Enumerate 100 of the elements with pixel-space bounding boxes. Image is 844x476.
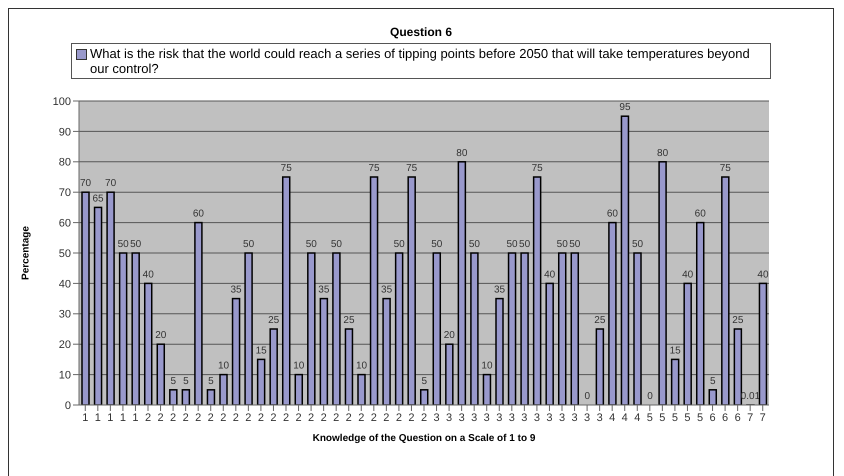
data-label: 50 [632,239,644,250]
x-tick-label: 2 [295,412,302,424]
x-tick-label: 4 [609,412,616,424]
data-label: 40 [757,269,769,280]
data-label: 5 [208,376,214,387]
y-tick-label: 20 [58,339,71,352]
data-label: 80 [456,148,468,159]
data-label: 75 [368,163,380,174]
x-tick-label: 1 [82,412,88,424]
data-label: 5 [183,376,190,387]
x-tick-label: 1 [132,412,139,424]
data-label: 10 [218,360,230,372]
data-label: 40 [142,269,154,280]
data-label: 25 [268,315,280,326]
data-label: 60 [694,208,706,220]
data-label: 5 [421,376,428,387]
data-label: 35 [230,284,242,296]
x-tick-label: 3 [534,412,540,424]
y-tick-label: 90 [58,126,71,138]
x-tick-label: 2 [208,412,214,424]
x-tick-label: 3 [508,412,515,424]
y-tick-label: 30 [58,308,71,321]
data-label: 25 [732,315,744,326]
data-label: 95 [619,102,631,114]
data-label: 60 [606,208,618,220]
data-label: 15 [670,345,682,356]
data-label: 70 [80,178,92,190]
data-label: 50 [569,239,581,250]
x-tick-label: 5 [672,412,678,424]
x-tick-label: 3 [471,412,478,424]
data-label: 40 [682,269,694,280]
x-tick-label: 6 [734,412,741,424]
data-label: 75 [406,163,418,174]
x-tick-label: 4 [634,412,640,424]
x-tick-label: 2 [144,412,152,424]
y-tick-label: 60 [58,218,71,230]
x-tick-label: 2 [370,412,377,424]
data-label: 50 [394,239,406,250]
x-tick-label: 2 [157,412,164,424]
x-tick-label: 2 [396,412,402,424]
x-tick-label: 5 [659,412,666,424]
x-tick-label: 6 [722,412,728,424]
x-tick-label: 1 [94,412,101,424]
data-label: 75 [532,163,544,174]
y-tick-label: 0 [64,400,71,412]
x-tick-label: 1 [107,412,114,424]
data-label: 50 [118,239,130,250]
data-label: 10 [481,360,493,372]
y-tick-label: 70 [58,187,71,200]
y-tick-label: 50 [58,248,71,260]
x-tick-label: 3 [484,412,490,424]
x-tick-label: 2 [195,412,202,424]
data-label: 60 [192,208,204,220]
data-label: 25 [594,315,606,326]
x-tick-label: 5 [646,412,653,424]
x-tick-label: 2 [420,412,428,424]
x-tick-label: 3 [584,412,590,424]
data-label: 50 [130,239,142,250]
chart-title: Question 6 [388,25,453,39]
x-tick-label: 2 [182,412,189,424]
x-tick-label: 2 [245,412,252,424]
data-label: 75 [280,163,292,174]
x-tick-label: 3 [596,412,603,424]
x-tick-label: 2 [220,412,226,424]
x-tick-label: 3 [546,412,553,424]
data-label: 25 [343,315,355,326]
x-tick-label: 2 [270,412,277,424]
x-tick-label: 1 [120,412,126,424]
x-tick-label: 7 [747,412,754,424]
x-tick-label: 3 [521,412,528,424]
data-label: 50 [519,239,531,250]
x-tick-label: 2 [346,412,352,424]
x-tick-label: 2 [308,412,314,424]
x-tick-label: 4 [622,412,628,424]
x-tick-label: 3 [496,412,502,424]
data-label: 15 [256,345,268,356]
x-tick-label: 2 [282,412,290,424]
data-label: 40 [544,269,556,280]
x-tick-label: 3 [558,412,566,424]
data-label: 50 [431,239,443,250]
data-label: 65 [92,193,104,204]
data-label: 70 [105,178,117,190]
data-label: 20 [155,330,167,342]
data-label: 0 [584,391,591,402]
x-tick-label: 2 [232,412,239,424]
x-tick-label: 3 [571,412,578,424]
data-label: 50 [330,239,342,250]
data-label: 35 [381,284,393,296]
data-label: 50 [506,239,518,250]
y-tick-label: 40 [58,278,71,290]
data-label: 5 [710,376,716,387]
data-label: 10 [293,360,305,372]
data-label: 50 [243,239,255,250]
data-label: 20 [444,330,456,342]
data-label: 50 [306,239,318,250]
data-label: 50 [468,239,480,250]
x-tick-label: 5 [696,412,704,424]
x-tick-label: 5 [684,412,691,424]
x-tick-label: 3 [458,412,465,424]
legend-label: What is the risk that the world could reach a series of tipping points before 2050 that will take temperatures beyond our control? [90,46,751,76]
